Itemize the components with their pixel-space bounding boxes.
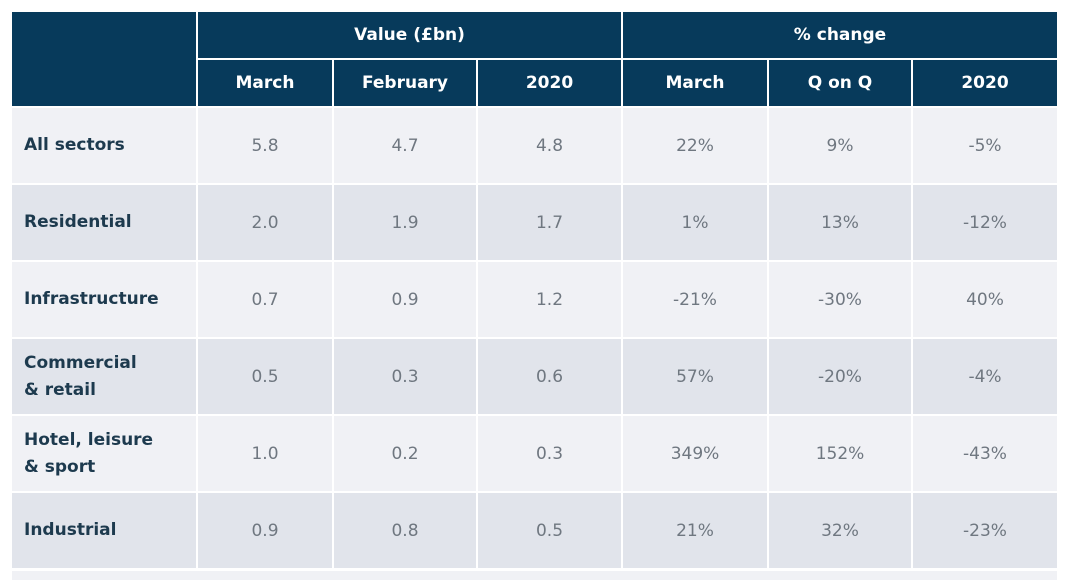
table-cell: -4% (913, 339, 1057, 414)
column-header: February (334, 60, 476, 106)
table-cell: 152% (769, 416, 911, 491)
row-label: Residential (12, 185, 196, 260)
table-cell: 1.2 (478, 262, 621, 337)
table-cell: 0.9 (198, 493, 332, 568)
table-row: Industrial 0.9 0.8 0.5 21% 32% -23% (12, 493, 1057, 568)
table-cell: -5% (913, 108, 1057, 183)
table-cell: 0.6 (478, 339, 621, 414)
row-label: All sectors (12, 108, 196, 183)
corner-header (12, 12, 196, 106)
table-cell: -30% (769, 262, 911, 337)
table-cell: 9% (769, 108, 911, 183)
column-header: March (623, 60, 767, 106)
table-row: Residential 2.0 1.9 1.7 1% 13% -12% (12, 185, 1057, 260)
table-cell: 0.3 (334, 339, 476, 414)
table-cell: 21% (623, 493, 767, 568)
group-header-value: Value (£bn) (198, 12, 621, 58)
row-label: Commercial & retail (12, 339, 196, 414)
table-cell: 349% (623, 416, 767, 491)
table-cell: 0.7 (198, 262, 332, 337)
table-cell: 1.7 (478, 185, 621, 260)
table-cell: -43% (913, 416, 1057, 491)
table-cell: 0.5 (478, 493, 621, 568)
table-cell: 1.0 (198, 416, 332, 491)
table-row: All sectors 5.8 4.7 4.8 22% 9% -5% (12, 108, 1057, 183)
column-header: 2020 (478, 60, 621, 106)
table-cell: -21% (623, 262, 767, 337)
table-cell: 1% (623, 185, 767, 260)
table-cell: 4.8 (478, 108, 621, 183)
table-cell: 1.9 (334, 185, 476, 260)
table-row: Hotel, leisure & sport 1.0 0.2 0.3 349% 152% -4… (12, 416, 1057, 491)
row-label: Industrial (12, 493, 196, 568)
data-table: Value (£bn) % change March February 2020… (10, 10, 1059, 570)
column-header: Q on Q (769, 60, 911, 106)
row-label: Infrastructure (12, 262, 196, 337)
table-cell: -23% (913, 493, 1057, 568)
table-cell: 13% (769, 185, 911, 260)
row-label: Hotel, leisure & sport (12, 416, 196, 491)
table-cell: -20% (769, 339, 911, 414)
table-cell: 0.9 (334, 262, 476, 337)
table-cell: 4.7 (334, 108, 476, 183)
column-header: 2020 (913, 60, 1057, 106)
table-row: Infrastructure 0.7 0.9 1.2 -21% -30% 40% (12, 262, 1057, 337)
table-cell: 0.3 (478, 416, 621, 491)
column-header: March (198, 60, 332, 106)
group-header-change: % change (623, 12, 1057, 58)
table-cell: 5.8 (198, 108, 332, 183)
table-body: All sectors 5.8 4.7 4.8 22% 9% -5% Residential 2… (12, 108, 1057, 568)
partial-next-row (12, 571, 1057, 580)
table-cell: 32% (769, 493, 911, 568)
table-cell: 2.0 (198, 185, 332, 260)
table-cell: -12% (913, 185, 1057, 260)
table-cell: 22% (623, 108, 767, 183)
table-cell: 0.8 (334, 493, 476, 568)
table-cell: 57% (623, 339, 767, 414)
table-cell: 40% (913, 262, 1057, 337)
table-cell: 0.5 (198, 339, 332, 414)
table-row: Commercial & retail 0.5 0.3 0.6 57% -20% -4% (12, 339, 1057, 414)
table-cell: 0.2 (334, 416, 476, 491)
